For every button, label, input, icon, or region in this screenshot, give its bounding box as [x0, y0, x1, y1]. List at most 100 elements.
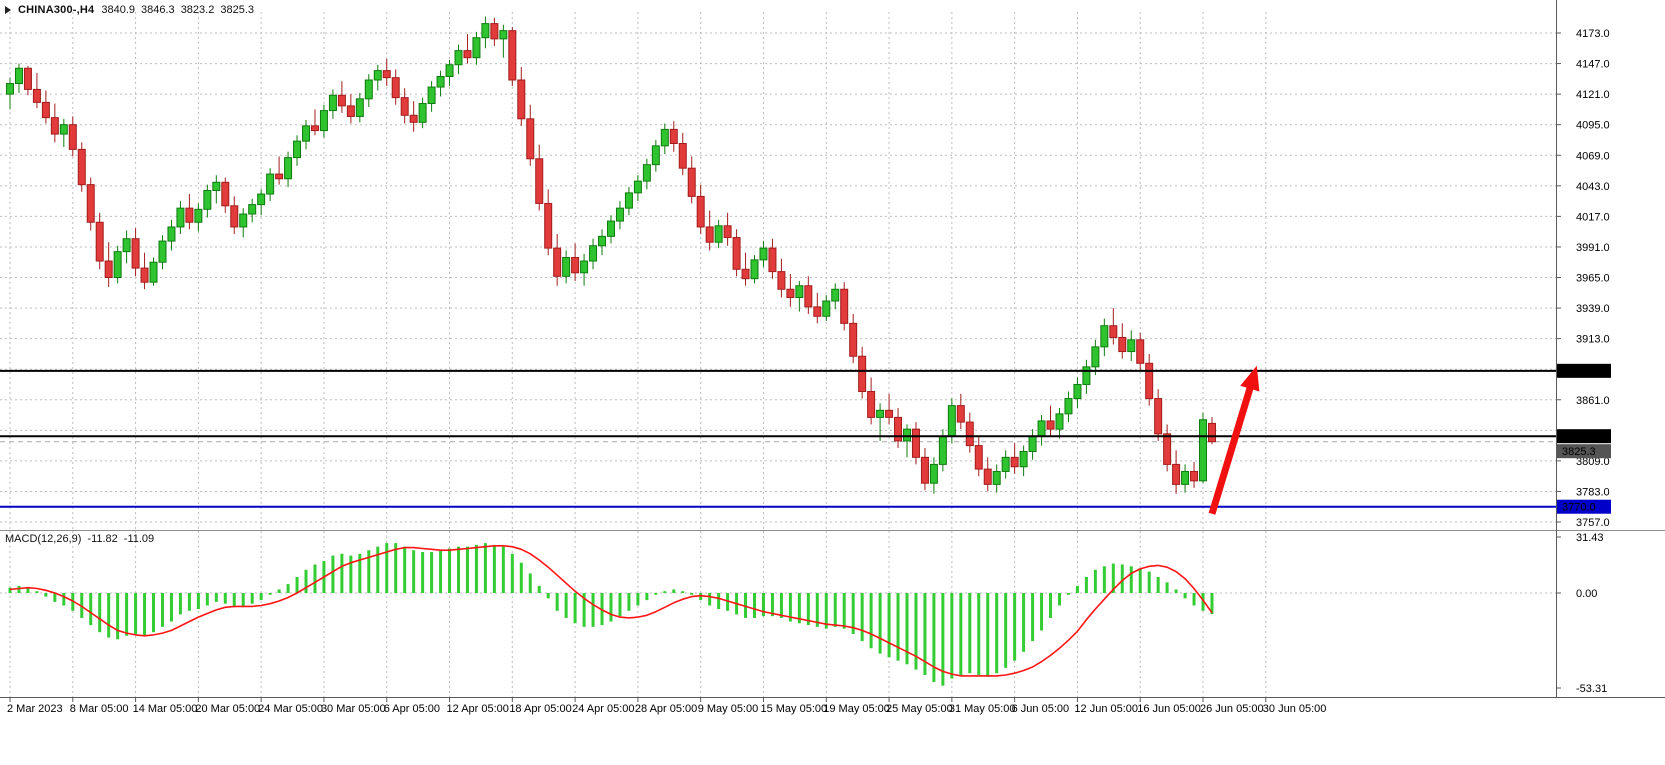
bear-candle: [858, 355, 867, 393]
bull-candle: [364, 79, 373, 100]
trend-arrow[interactable]: [1208, 365, 1260, 515]
price-tag-label: 3770.0: [1562, 502, 1596, 514]
bear-candle: [705, 226, 714, 243]
bear-candle: [50, 117, 59, 135]
price-axis[interactable]: 4173.0 4147.0 4121.0 4095.0 4069.0 4043.0 4017…: [1556, 28, 1611, 529]
bear-candle: [310, 125, 319, 132]
macd-indicator-label: MACD(12,26,9) -11.82 -11.09: [5, 533, 154, 545]
macd-axis[interactable]: 31.43 0.00 -53.31: [1556, 532, 1607, 695]
macd-histogram-bar: [1183, 593, 1187, 599]
macd-histogram-bar: [1049, 593, 1053, 618]
bear-candle: [669, 128, 678, 144]
bear-candle: [732, 237, 741, 270]
bull-candle: [660, 128, 669, 147]
macd-signal-line: [9, 544, 1213, 677]
macd-histogram-bar: [564, 593, 568, 618]
bull-candle: [319, 110, 328, 132]
arrow-shaft[interactable]: [1208, 379, 1256, 515]
price-tag: [1557, 499, 1611, 514]
bear-candle: [813, 306, 822, 317]
bear-candle: [849, 322, 858, 357]
macd-histogram-bar: [331, 555, 335, 593]
macd-tick-label: 31.43: [1576, 532, 1604, 544]
macd-histogram-bar: [968, 593, 972, 674]
macd-histogram-bar: [1210, 593, 1214, 615]
macd-histogram-bar: [1022, 593, 1026, 652]
macd-histogram-bar: [295, 576, 299, 593]
macd-histogram-bar: [403, 546, 407, 593]
arrow-head[interactable]: [1240, 365, 1260, 392]
horizontal-lines[interactable]: [0, 369, 1556, 508]
bull-candle: [642, 164, 651, 182]
macd-histogram-bar: [761, 593, 765, 617]
macd-histogram-bar: [1004, 593, 1008, 668]
bull-candle: [194, 208, 203, 223]
macd-histogram-bar: [1084, 576, 1088, 593]
time-label: 14 Mar 05:00: [133, 703, 198, 715]
symbol-marker-icon: [5, 6, 11, 14]
price-tick-label: 4043.0: [1576, 181, 1610, 193]
price-tick-label: 3757.0: [1576, 517, 1610, 529]
bull-candle: [472, 37, 481, 59]
bear-candle: [68, 124, 77, 150]
symbol-info: CHINA300-,H4 3840.9 3846.3 3823.2 3825.3: [5, 4, 254, 16]
macd-histogram-bar: [26, 587, 30, 593]
frame: [0, 0, 1665, 698]
bear-candle: [1046, 420, 1055, 430]
bull-candle: [795, 285, 804, 298]
macd-histogram-bar: [1040, 593, 1044, 631]
bear-candle: [1154, 398, 1163, 435]
bull-candle: [158, 240, 167, 263]
bull-candle: [445, 64, 454, 77]
bear-candle: [1109, 325, 1118, 338]
macd-histogram-bar: [528, 573, 532, 593]
price-tag-label: 3830.0: [1562, 431, 1596, 443]
bull-candle: [167, 226, 176, 242]
time-label: 16 Jun 05:00: [1137, 703, 1201, 715]
macd-histogram-bar: [340, 553, 344, 593]
bear-candle: [777, 271, 786, 290]
macd-histogram-bar: [205, 593, 209, 606]
macd-histogram-bar: [250, 593, 254, 604]
macd-histogram-bar: [394, 543, 398, 593]
bear-candle: [1207, 422, 1216, 443]
macd-histogram-bar: [143, 593, 147, 636]
macd-histogram-bar: [1102, 566, 1106, 593]
time-label: 24 Apr 05:00: [572, 703, 634, 715]
bull-candle: [714, 225, 723, 243]
macd-histogram-bar: [717, 593, 721, 610]
bull-candle: [1199, 419, 1208, 482]
bear-candle: [974, 445, 983, 470]
macd-histogram-bar: [672, 589, 676, 593]
time-label: 15 May 05:00: [760, 703, 827, 715]
bear-candle: [221, 181, 230, 207]
bull-candle: [992, 470, 1001, 485]
macd-histogram-bar: [995, 593, 999, 674]
bull-candle: [418, 103, 427, 123]
bull-candle: [831, 288, 840, 302]
macd-histogram-bar: [923, 593, 927, 675]
bear-candle: [544, 202, 553, 249]
bull-candle: [122, 238, 131, 253]
macd-histogram-bar: [313, 564, 317, 593]
bear-candle: [463, 50, 472, 59]
macd-histogram-bar: [842, 593, 846, 629]
macd-histogram-bar: [1111, 563, 1115, 593]
macd-histogram-bar: [708, 593, 712, 606]
ohlc-open: 3840.9: [101, 4, 136, 16]
bear-candle: [185, 207, 194, 223]
macd-histogram-bar: [35, 591, 39, 593]
bear-candle: [894, 416, 903, 442]
macd-histogram-bar: [851, 593, 855, 634]
bear-candle: [517, 79, 526, 120]
bear-candle: [104, 260, 113, 279]
price-tick-label: 4173.0: [1576, 28, 1610, 40]
bull-candle: [606, 220, 615, 237]
bull-candle: [436, 75, 445, 88]
macd-histogram-bar: [1165, 582, 1169, 593]
price-tag: [1557, 363, 1611, 378]
candles: [6, 16, 1216, 494]
bull-candle: [328, 94, 337, 112]
